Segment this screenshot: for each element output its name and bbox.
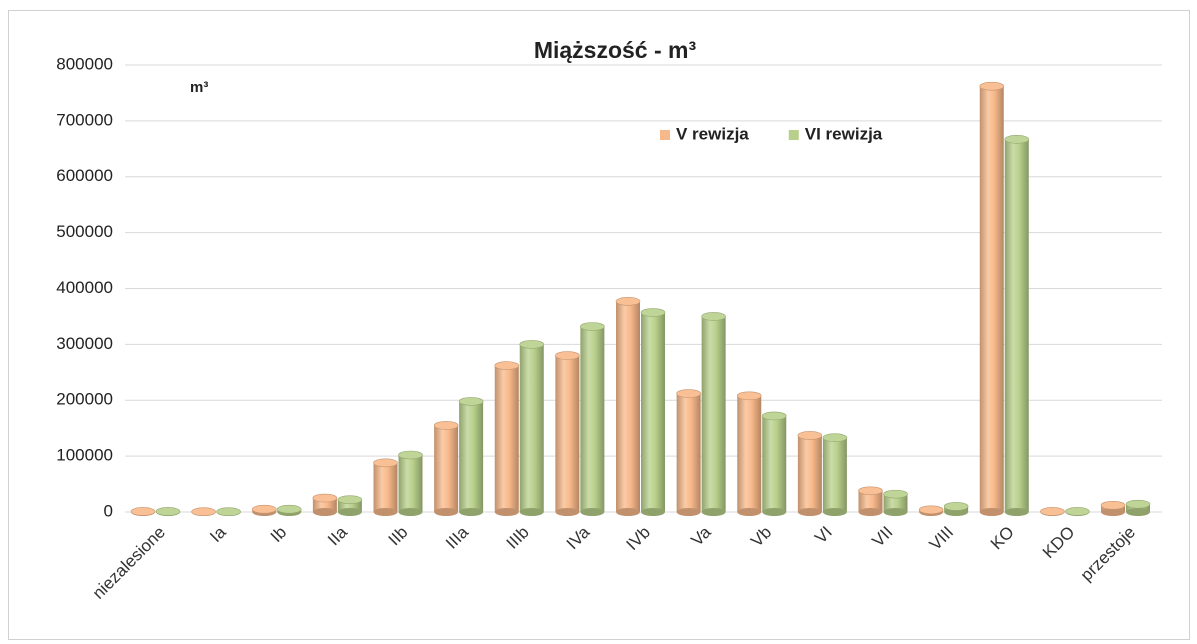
bar-top: [373, 458, 398, 468]
bar-base: [519, 508, 544, 516]
bar-base: [398, 508, 423, 516]
bar-base: [979, 508, 1004, 516]
y-tick-label: 600000: [56, 166, 113, 185]
legend-swatch: [788, 130, 799, 140]
bar-top: [736, 391, 762, 401]
bar-base: [434, 508, 459, 516]
bar: [555, 355, 580, 512]
bar-base: [555, 508, 580, 516]
bar: [641, 312, 665, 512]
y-tick-label: 700000: [56, 110, 113, 129]
bar: [737, 395, 762, 512]
bar: [434, 425, 459, 512]
bar-top: [191, 507, 216, 517]
bar-base: [676, 508, 701, 516]
bar-top: [797, 431, 823, 440]
bar-top: [761, 411, 787, 421]
bar: [797, 435, 822, 512]
bar-base: [701, 508, 726, 516]
bar-top: [676, 389, 701, 398]
bar-base: [312, 508, 337, 516]
bar: [580, 326, 605, 512]
bar-top: [130, 507, 156, 516]
y-tick-label: 300000: [56, 334, 113, 353]
y-tick-label: 100000: [56, 446, 113, 465]
bar-top: [433, 421, 459, 430]
bar-top: [979, 81, 1005, 91]
bar: [822, 437, 847, 512]
bar-top: [822, 433, 848, 442]
bar-top: [458, 397, 484, 406]
y-tick-label: 500000: [56, 222, 113, 241]
bar-base: [1101, 508, 1125, 516]
bar-top: [701, 312, 726, 321]
bar-base: [641, 508, 665, 516]
bar: [701, 316, 726, 512]
y-tick-label: 800000: [56, 54, 113, 73]
bar-top: [251, 504, 277, 514]
bar: [616, 301, 640, 512]
bar-top: [216, 507, 241, 517]
bar-top: [555, 351, 580, 360]
bar-top: [1100, 500, 1126, 510]
y-unit: m³: [190, 79, 208, 96]
bar-base: [797, 508, 822, 516]
bar-top: [155, 507, 181, 516]
bar-top: [519, 340, 545, 349]
bar: [858, 490, 883, 512]
bar-top: [1125, 499, 1151, 509]
bar-top: [1065, 507, 1090, 516]
bar-top: [1004, 135, 1030, 144]
bar-base: [459, 508, 484, 516]
legend-label: VI rewizja: [805, 124, 883, 143]
bar-base: [1126, 508, 1150, 516]
chart-title: Miąższość - m³: [534, 37, 697, 63]
bar: [762, 415, 787, 512]
bar-top: [883, 489, 908, 499]
bar-base: [373, 508, 398, 516]
bar: [494, 365, 519, 512]
bar-base: [1004, 508, 1029, 516]
bar-base: [762, 508, 787, 516]
bar-base: [616, 508, 640, 516]
bar: [459, 401, 484, 512]
bar: [398, 455, 423, 512]
y-tick-label: 400000: [56, 278, 113, 297]
bar-top: [580, 322, 605, 331]
bar: [979, 86, 1004, 513]
bar-top: [918, 505, 944, 515]
bar-base: [737, 508, 762, 516]
bar-top: [494, 361, 520, 370]
bar: [676, 393, 701, 512]
bar-top: [337, 495, 363, 505]
bar-base: [822, 508, 847, 516]
bar: [883, 494, 908, 512]
legend-swatch: [660, 130, 670, 140]
y-tick-label: 200000: [56, 390, 113, 409]
bar-top: [1040, 507, 1065, 516]
bar-top: [640, 308, 666, 317]
bar: [519, 344, 544, 512]
bar-top: [312, 493, 338, 503]
bar-base: [337, 508, 362, 516]
bar: [373, 462, 398, 512]
bar-base: [858, 508, 883, 516]
legend-label: V rewizja: [676, 124, 749, 143]
y-tick-label: 0: [104, 501, 113, 520]
bar-top: [398, 450, 423, 460]
bar: [1004, 139, 1029, 512]
bar-top: [943, 502, 969, 511]
bar-base: [883, 508, 908, 516]
bar-top: [615, 297, 641, 306]
bar-top: [276, 504, 302, 514]
bar-top: [858, 486, 883, 496]
bar-base: [494, 508, 519, 516]
bar-base: [580, 508, 605, 516]
